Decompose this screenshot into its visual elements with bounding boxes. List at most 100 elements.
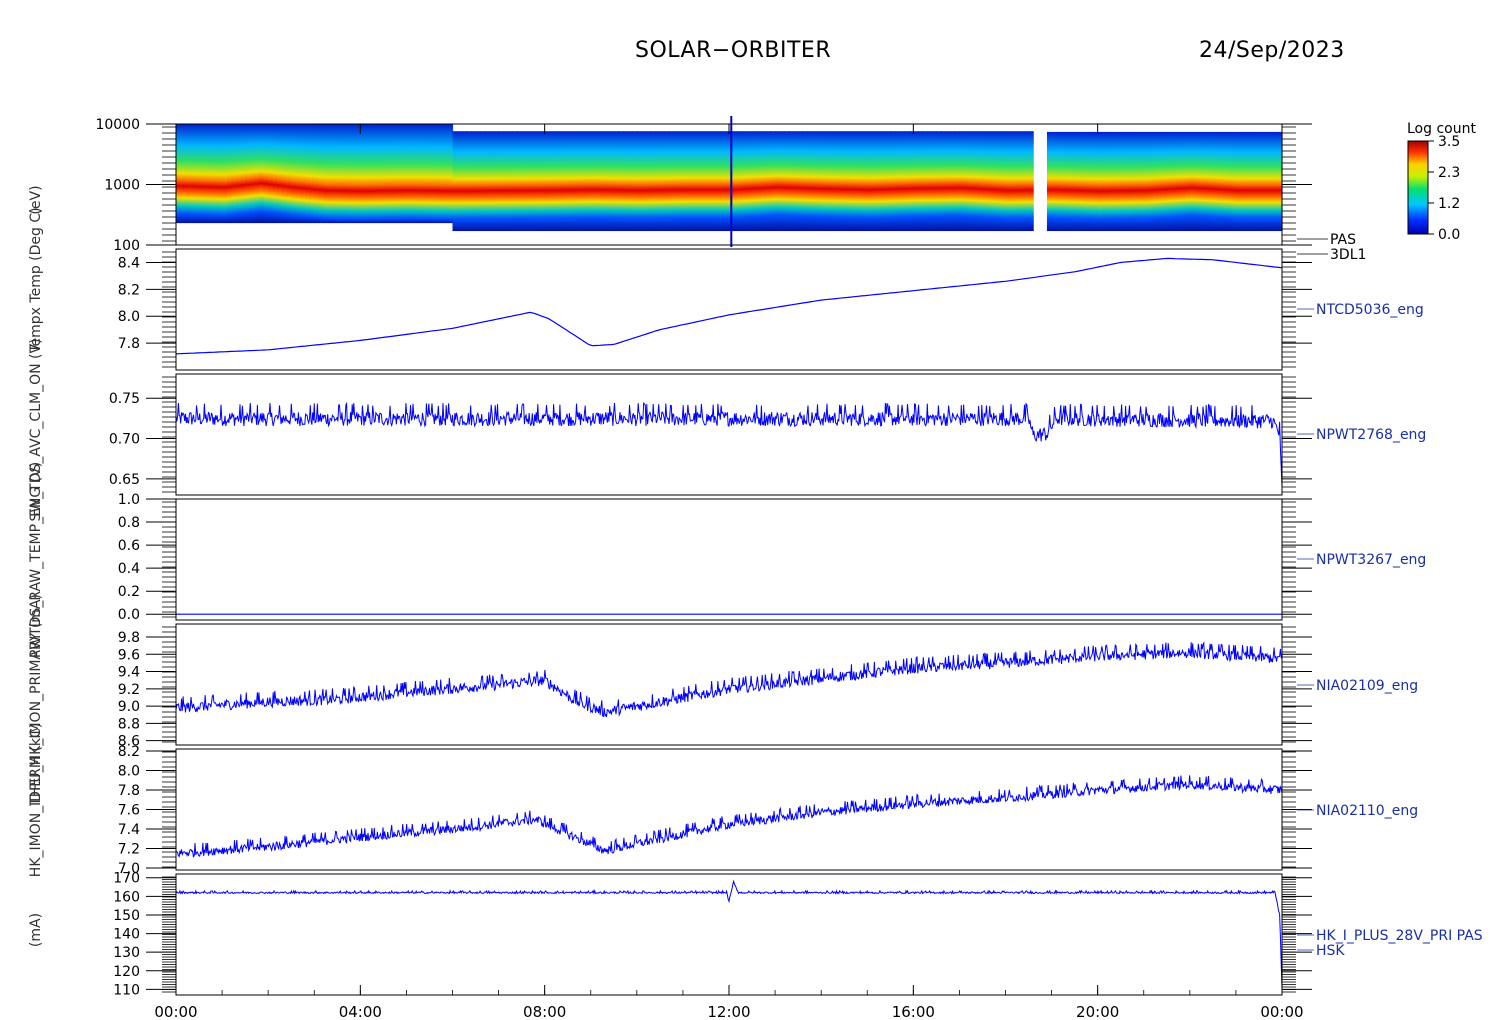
spectrogram-column	[959, 131, 965, 232]
spectrogram-column	[784, 131, 790, 232]
series-line-2	[175, 401, 1283, 487]
spectrogram-column	[1056, 131, 1062, 232]
spectrogram-column	[899, 131, 905, 232]
spectrogram-column	[1189, 131, 1196, 232]
series-label: HSK	[1316, 943, 1345, 959]
spectrogram-column	[613, 131, 619, 232]
spectrogram-column	[420, 124, 426, 224]
spectrogram-column	[341, 124, 348, 224]
spectrogram-column	[848, 131, 855, 232]
yaxis-title: HK_IMON_THERM (kC)	[28, 723, 44, 877]
series-label: NPWT3267_eng	[1316, 552, 1426, 568]
spectrogram-column	[1231, 131, 1237, 232]
spectrogram-column	[586, 131, 592, 232]
spectrogram-column	[1083, 131, 1090, 232]
spectrogram-column	[434, 124, 440, 224]
spectrogram-column	[940, 131, 947, 232]
xtick-label: 16:00	[892, 1003, 935, 1020]
spectrogram-column	[461, 131, 467, 232]
spectrogram-column	[226, 124, 232, 224]
spectrogram-column	[834, 131, 841, 232]
spectrogram-column	[498, 131, 504, 232]
spectrogram-column	[480, 131, 486, 232]
spectrogram-column	[387, 124, 394, 224]
ytick-label: 9.4	[118, 665, 140, 681]
spectrogram-column	[1199, 131, 1205, 232]
spectrogram-column	[659, 131, 666, 232]
ytick-label: 8.8	[118, 716, 140, 732]
spectrogram-column	[383, 124, 389, 224]
spectrogram-column	[1106, 131, 1113, 232]
ytick-label: 130	[113, 945, 140, 961]
spectrogram-column	[765, 131, 772, 232]
spectrogram-column	[549, 131, 555, 232]
spectrogram-column	[844, 131, 850, 232]
spectrogram-column	[696, 131, 702, 232]
spectrogram-column	[867, 131, 873, 232]
spectrogram-column	[1005, 131, 1011, 232]
ytick-label: 8.0	[118, 763, 140, 779]
panel-frame	[175, 248, 1283, 371]
series-label: NIA02109_eng	[1316, 678, 1418, 694]
spectrogram-column	[1157, 131, 1163, 232]
colorbar-title: Log count	[1407, 121, 1476, 137]
spectrogram-column	[231, 124, 237, 224]
spectrogram-column	[406, 124, 412, 224]
spectrogram-column	[517, 131, 523, 232]
spectrogram-column	[908, 131, 914, 232]
spectrogram-column	[475, 131, 481, 232]
series-label: HK_I_PLUS_28V_PRI PAS	[1316, 928, 1483, 944]
spectrogram-column	[922, 131, 928, 232]
spectrogram-column	[678, 131, 684, 232]
spectrogram-column	[540, 131, 546, 232]
yaxis-title: Tempx Temp (Deg C)	[28, 207, 44, 353]
spectrogram-column	[466, 131, 472, 232]
spectrogram-column	[1203, 131, 1209, 232]
spectrogram-column	[779, 131, 785, 232]
spectrogram-column	[323, 124, 329, 224]
spectrogram-column	[1097, 131, 1103, 232]
spectrogram-column	[742, 131, 749, 232]
spectrogram-column	[802, 131, 808, 232]
spectrogram-column	[254, 124, 260, 224]
spectrogram-column	[208, 124, 214, 224]
spectrogram-column	[752, 131, 758, 232]
spectrogram-column	[973, 131, 979, 232]
spectrogram-column	[1176, 131, 1182, 232]
spectrogram-column	[604, 131, 610, 232]
spectrogram-column	[337, 124, 343, 224]
spectrogram-column	[1194, 131, 1200, 232]
spectrogram-column	[411, 124, 417, 224]
spectrogram-column	[830, 131, 836, 232]
spectrogram-column	[272, 124, 278, 224]
spectrogram-column	[1010, 131, 1016, 232]
ytick-label: 10000	[95, 117, 140, 133]
spectrogram-column	[489, 131, 495, 232]
spectrogram-column	[816, 131, 822, 232]
spectrogram-column	[991, 131, 997, 232]
spectrogram-column	[719, 131, 725, 232]
spectrogram-column	[507, 131, 514, 232]
spectrogram-column	[1111, 131, 1117, 232]
ytick-label: 0.2	[118, 584, 140, 600]
spectrogram-column	[378, 124, 384, 224]
spectrogram-column	[599, 131, 606, 232]
spectrogram-column	[1148, 131, 1154, 232]
yaxis-title: IDPU_HK_IMON_PRIMARY (mA)	[28, 594, 44, 806]
spectrogram-column	[530, 131, 537, 232]
spectrogram-column	[268, 124, 274, 224]
spectrogram-column	[987, 131, 993, 232]
xtick-label: 08:00	[523, 1003, 566, 1020]
spectrogram-column	[1023, 131, 1030, 232]
colorbar-tick-label: 2.3	[1438, 165, 1460, 181]
spectrogram-column	[687, 131, 693, 232]
spectrogram-column	[328, 124, 334, 224]
spectrogram-column	[669, 131, 675, 232]
ytick-label: 150	[113, 908, 140, 924]
spectrogram-column	[1217, 131, 1223, 232]
spectrogram-column	[715, 131, 721, 232]
ytick-label: 0.70	[109, 432, 140, 448]
spectrogram-column	[770, 131, 776, 232]
spectrogram-column	[968, 131, 974, 232]
